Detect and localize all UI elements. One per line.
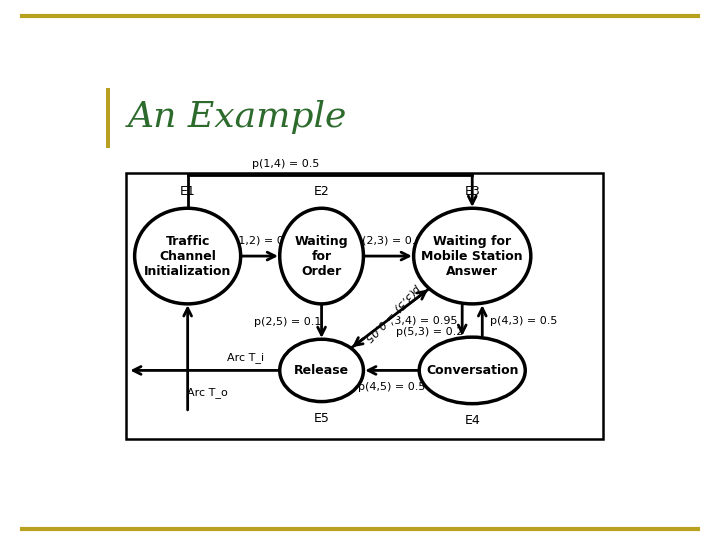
- Text: p(5,3) = 0.2: p(5,3) = 0.2: [396, 327, 463, 337]
- Ellipse shape: [279, 208, 364, 304]
- Text: Arc T_o: Arc T_o: [186, 387, 228, 398]
- Text: p(3,5) = 0.05: p(3,5) = 0.05: [363, 282, 423, 342]
- Text: p(1,4) = 0.5: p(1,4) = 0.5: [251, 159, 319, 168]
- Text: An Example: An Example: [128, 100, 347, 134]
- Text: p(4,3) = 0.5: p(4,3) = 0.5: [490, 315, 558, 326]
- Text: p(2,5) = 0.1: p(2,5) = 0.1: [254, 316, 322, 327]
- Text: p(2,3) = 0.9: p(2,3) = 0.9: [355, 235, 422, 246]
- Text: E3: E3: [464, 185, 480, 198]
- Text: Waiting for
Mobile Station
Answer: Waiting for Mobile Station Answer: [421, 234, 523, 278]
- Ellipse shape: [419, 337, 526, 404]
- Bar: [126, 173, 603, 439]
- Text: Waiting
for
Order: Waiting for Order: [294, 234, 348, 278]
- Text: E1: E1: [180, 185, 196, 198]
- Text: E5: E5: [314, 412, 330, 425]
- Text: E2: E2: [314, 185, 330, 198]
- Text: Traffic
Channel
Initialization: Traffic Channel Initialization: [144, 234, 231, 278]
- Text: p(1,2) = 0.5: p(1,2) = 0.5: [227, 235, 294, 246]
- Ellipse shape: [279, 339, 364, 402]
- Text: p(4,5) = 0.5: p(4,5) = 0.5: [358, 382, 425, 392]
- Bar: [106, 87, 109, 148]
- Text: p(3,4) = 0.95: p(3,4) = 0.95: [383, 315, 458, 326]
- Ellipse shape: [414, 208, 531, 304]
- Ellipse shape: [135, 208, 240, 304]
- Text: Release: Release: [294, 364, 349, 377]
- Text: E4: E4: [464, 414, 480, 427]
- Text: Conversation: Conversation: [426, 364, 518, 377]
- Text: Arc T_i: Arc T_i: [227, 352, 264, 363]
